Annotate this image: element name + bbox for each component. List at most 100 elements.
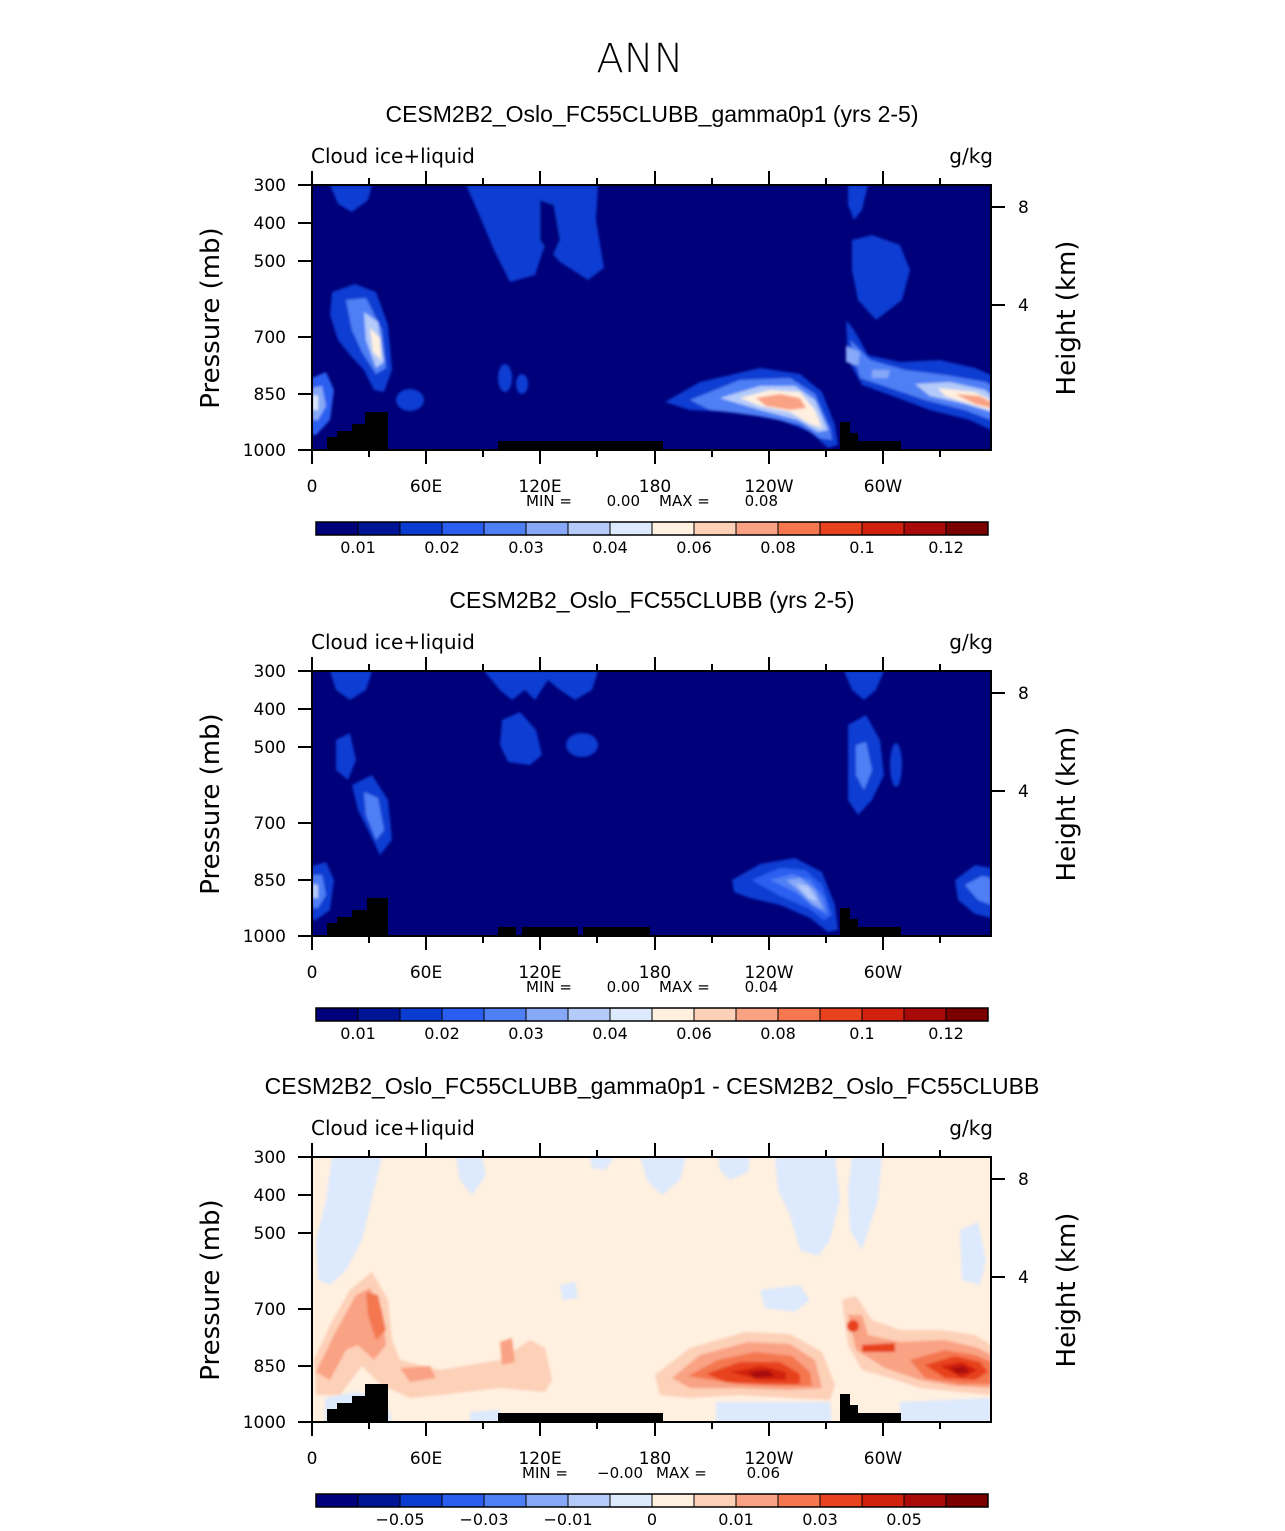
plot-frame	[311, 670, 992, 937]
colorbar-label: 0.1	[849, 1024, 874, 1043]
y-tick-label: 500	[254, 1224, 286, 1244]
y-tick-label: 500	[254, 738, 286, 758]
colorbar-label: 0.08	[760, 538, 796, 557]
tick-marks	[298, 657, 1005, 950]
y-tick-label: 300	[254, 1148, 286, 1168]
colorbar-box	[820, 522, 863, 535]
min-value: −0.00	[597, 1464, 643, 1482]
tick-marks	[298, 1143, 1005, 1436]
y2-axis-label: Height (km)	[1052, 727, 1082, 882]
colorbar-box	[694, 1494, 737, 1507]
x-tick-label: 0	[307, 477, 318, 497]
x-tick-label: 60E	[410, 477, 442, 497]
max-label: MAX =	[656, 1464, 707, 1482]
colorbar-label: 0.03	[802, 1510, 838, 1529]
y-tick-label: 700	[254, 814, 286, 834]
x-tick-label: 0	[307, 963, 318, 983]
colorbar: −0.05 −0.03 −0.01 0 0.01 0.03 0.05	[315, 1493, 989, 1529]
colorbar-box	[652, 1494, 695, 1507]
right-string: g/kg	[949, 630, 993, 654]
panel-title: CESM2B2_Oslo_FC55CLUBB_gamma0p1 (yrs 2-5…	[385, 101, 918, 127]
colorbar-label: 0.04	[592, 538, 628, 557]
y-tick-label: 700	[254, 328, 286, 348]
colorbar-label: 0.1	[849, 538, 874, 557]
colorbar-label: 0.03	[508, 1024, 544, 1043]
max-value: 0.04	[745, 978, 778, 996]
colorbar-box	[694, 522, 737, 535]
x-tick-label: 60W	[864, 477, 903, 497]
y2-tick-label: 4	[1018, 782, 1029, 802]
colorbar: 0.01 0.02 0.03 0.04 0.06 0.08 0.1 0.12	[315, 1007, 989, 1043]
x-tick-label: 60E	[410, 963, 442, 983]
min-label: MIN =	[522, 1464, 568, 1482]
colorbar-box	[442, 522, 485, 535]
y-axis-label: Pressure (mb)	[196, 713, 226, 894]
colorbar-box	[610, 522, 653, 535]
colorbar-box	[820, 1008, 863, 1021]
left-string: Cloud ice+liquid	[311, 1116, 475, 1140]
min-value: 0.00	[607, 978, 640, 996]
max-label: MAX =	[659, 492, 710, 510]
colorbar-box	[610, 1008, 653, 1021]
colorbar-label: 0.03	[508, 538, 544, 557]
colorbar-box	[778, 1494, 821, 1507]
colorbar-box	[736, 1008, 779, 1021]
x-tick-label: 180	[639, 963, 671, 983]
x-tick-label: 120E	[518, 963, 561, 983]
y-tick-label: 850	[254, 871, 286, 891]
colorbar-label: −0.05	[375, 1510, 424, 1529]
colorbar-box	[652, 1008, 695, 1021]
colorbar-label: 0.06	[676, 538, 712, 557]
contour-field	[312, 671, 991, 936]
x-tick-label: 120W	[744, 1449, 793, 1469]
x-tick-label: 180	[639, 477, 671, 497]
y-tick-label: 400	[254, 214, 286, 234]
colorbar-box	[484, 1494, 527, 1507]
y2-tick-label: 8	[1018, 684, 1029, 704]
x-tick-label: 120E	[518, 1449, 561, 1469]
plot-frame	[311, 184, 992, 451]
colorbar: 0.01 0.02 0.03 0.04 0.06 0.08 0.1 0.12	[315, 521, 989, 557]
colorbar-box	[316, 522, 359, 535]
colorbar-label: 0.02	[424, 1024, 460, 1043]
colorbar-box	[820, 1494, 863, 1507]
contour-field	[312, 1157, 991, 1422]
colorbar-box	[946, 1494, 989, 1507]
colorbar-box	[400, 522, 443, 535]
colorbar-box	[526, 522, 569, 535]
y2-tick-label: 8	[1018, 198, 1029, 218]
colorbar-label: 0.01	[340, 538, 376, 557]
colorbar-box	[442, 1494, 485, 1507]
colorbar-box	[400, 1494, 443, 1507]
colorbar-box	[736, 522, 779, 535]
colorbar-box	[358, 522, 401, 535]
colorbar-box	[358, 1494, 401, 1507]
min-label: MIN =	[526, 978, 572, 996]
colorbar-box	[736, 1494, 779, 1507]
colorbar-label: 0.12	[928, 538, 964, 557]
y-tick-label: 1000	[243, 1413, 286, 1433]
colorbar-box	[862, 1008, 905, 1021]
panel-1: CESM2B2_Oslo_FC55CLUBB_gamma0p1 (yrs 2-5…	[196, 101, 1082, 557]
colorbar-box	[316, 1008, 359, 1021]
x-tick-label: 180	[639, 1449, 671, 1469]
colorbar-box	[904, 522, 947, 535]
colorbar-box	[316, 1494, 359, 1507]
left-string: Cloud ice+liquid	[311, 630, 475, 654]
y-tick-label: 300	[254, 662, 286, 682]
colorbar-label: 0	[647, 1510, 657, 1529]
right-string: g/kg	[949, 1116, 993, 1140]
x-tick-label: 120W	[744, 477, 793, 497]
colorbar-box	[862, 1494, 905, 1507]
y-tick-label: 300	[254, 176, 286, 196]
x-tick-label: 60E	[410, 1449, 442, 1469]
colorbar-label: −0.03	[459, 1510, 508, 1529]
tick-marks	[298, 171, 1005, 464]
panel-2: CESM2B2_Oslo_FC55CLUBB (yrs 2-5) Cloud i…	[196, 587, 1082, 1043]
colorbar-label: 0.05	[886, 1510, 922, 1529]
x-tick-label: 0	[307, 1449, 318, 1469]
y2-tick-label: 4	[1018, 1268, 1029, 1288]
right-string: g/kg	[949, 144, 993, 168]
y2-axis-label: Height (km)	[1052, 1213, 1082, 1368]
